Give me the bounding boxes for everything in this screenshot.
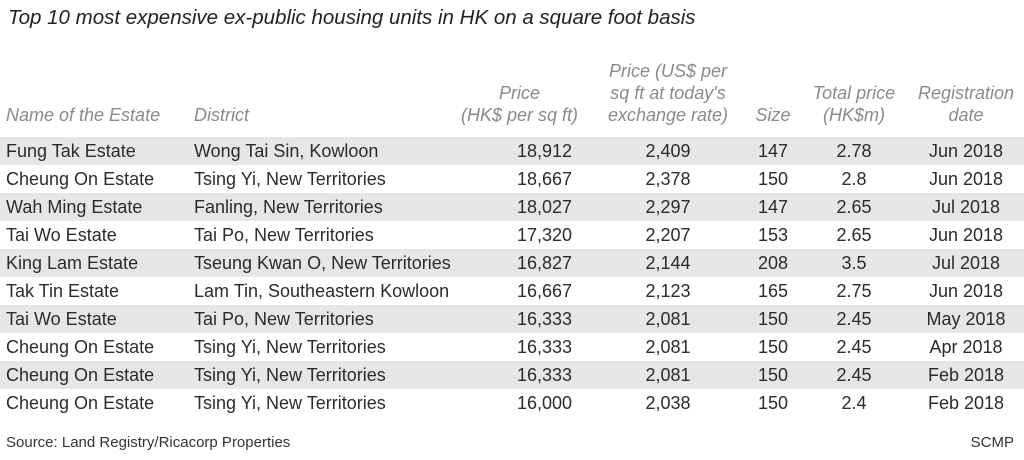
cell-total: 3.5	[841, 253, 867, 273]
cell-district: Tai Po, New Territories	[194, 309, 374, 329]
cell-price-hk: 17,320	[516, 225, 572, 245]
cell-price-us: 2,144	[645, 253, 691, 273]
cell-district: Tsing Yi, New Territories	[194, 169, 386, 189]
cell-price-us: 2,123	[645, 281, 691, 301]
cell-estate: Cheung On Estate	[6, 365, 155, 385]
cell-district: Fanling, New Territories	[194, 197, 383, 217]
cell-size: 147	[757, 141, 789, 161]
cell-total: 2.65	[836, 197, 872, 217]
header-price-hk: Price (HK$ per sq ft)	[460, 83, 578, 125]
cell-price-us: 2,038	[645, 393, 691, 413]
cell-size: 153	[757, 225, 789, 245]
cell-price-hk: 16,827	[516, 253, 572, 273]
cell-district: Tai Po, New Territories	[194, 225, 374, 245]
cell-district: Tsing Yi, New Territories	[194, 365, 386, 385]
cell-estate: Wah Ming Estate	[6, 197, 143, 217]
cell-total: 2.45	[836, 337, 872, 357]
table-row: Tai Wo Estate Tai Po, New Territories 16,3…	[0, 305, 1024, 333]
cell-district: Lam Tin, Southeastern Kowloon	[194, 281, 450, 301]
cell-price-us: 2,207	[645, 225, 691, 245]
cell-price-hk: 16,333	[516, 365, 572, 385]
credit: SCMP	[970, 434, 1014, 451]
header-total: Total price (HK$m)	[812, 83, 896, 125]
cell-total: 2.45	[836, 309, 872, 329]
cell-district: Wong Tai Sin, Kowloon	[194, 141, 379, 161]
cell-total: 2.65	[836, 225, 872, 245]
cell-price-hk: 16,333	[516, 337, 572, 357]
cell-size: 150	[757, 169, 789, 189]
table-title: Top 10 most expensive ex-public housing …	[8, 6, 696, 29]
cell-size: 150	[757, 365, 789, 385]
cell-total: 2.75	[836, 281, 872, 301]
cell-estate: Cheung On Estate	[6, 337, 155, 357]
cell-price-us: 2,081	[645, 309, 691, 329]
cell-estate: King Lam Estate	[6, 253, 139, 273]
cell-total: 2.8	[841, 169, 867, 189]
cell-district: Tsing Yi, New Territories	[194, 337, 386, 357]
cell-size: 208	[757, 253, 789, 273]
cell-date: Apr 2018	[929, 337, 1003, 357]
cell-date: Jun 2018	[928, 141, 1004, 161]
cell-price-hk: 16,333	[516, 309, 572, 329]
cell-district: Tsing Yi, New Territories	[194, 393, 386, 413]
cell-price-hk: 18,027	[516, 197, 572, 217]
table-row: King Lam Estate Tseung Kwan O, New Territ…	[0, 249, 1024, 277]
cell-size: 147	[757, 197, 789, 217]
header-district: District	[194, 105, 249, 125]
cell-estate: Cheung On Estate	[6, 169, 155, 189]
cell-estate: Fung Tak Estate	[6, 141, 136, 161]
cell-date: Jun 2018	[928, 169, 1004, 189]
table-body: Fung Tak Estate Wong Tai Sin, Kowloon 18,9…	[0, 137, 1024, 417]
cell-estate: Tai Wo Estate	[6, 225, 117, 245]
table-row: Wah Ming Estate Fanling, New Territories 1…	[0, 193, 1024, 221]
cell-price-hk: 16,667	[516, 281, 572, 301]
cell-date: Jun 2018	[928, 281, 1004, 301]
cell-size: 165	[757, 281, 789, 301]
cell-date: May 2018	[926, 309, 1006, 329]
cell-date: Feb 2018	[927, 365, 1005, 385]
table-row: Tai Wo Estate Tai Po, New Territories 17,3…	[0, 221, 1024, 249]
cell-price-hk: 18,912	[516, 141, 572, 161]
cell-price-hk: 18,667	[516, 169, 572, 189]
source-note: Source: Land Registry/Ricacorp Propertie…	[6, 434, 291, 451]
cell-price-hk: 16,000	[516, 393, 572, 413]
cell-total: 2.4	[841, 393, 867, 413]
header-date: Registration date	[917, 83, 1015, 125]
header-size: Size	[755, 105, 791, 125]
cell-price-us: 2,081	[645, 337, 691, 357]
cell-date: Jul 2018	[931, 197, 1001, 217]
cell-price-us: 2,081	[645, 365, 691, 385]
table-row: Cheung On Estate Tsing Yi, New Territorie…	[0, 165, 1024, 193]
cell-price-us: 2,409	[645, 141, 691, 161]
cell-price-us: 2,297	[645, 197, 691, 217]
cell-size: 150	[757, 393, 789, 413]
header-price-us: Price (US$ per sq ft at today's exchange…	[607, 61, 729, 125]
cell-date: Feb 2018	[927, 393, 1005, 413]
cell-total: 2.45	[836, 365, 872, 385]
cell-price-us: 2,378	[645, 169, 691, 189]
cell-size: 150	[757, 337, 789, 357]
cell-estate: Tak Tin Estate	[6, 281, 120, 301]
header-estate: Name of the Estate	[6, 105, 161, 125]
cell-date: Jul 2018	[931, 253, 1001, 273]
table-row: Fung Tak Estate Wong Tai Sin, Kowloon 18,9…	[0, 137, 1024, 165]
table-row: Tak Tin Estate Lam Tin, Southeastern Kowl…	[0, 277, 1024, 305]
cell-district: Tseung Kwan O, New Territories	[194, 253, 451, 273]
cell-date: Jun 2018	[928, 225, 1004, 245]
cell-estate: Cheung On Estate	[6, 393, 155, 413]
cell-size: 150	[757, 309, 789, 329]
cell-total: 2.78	[836, 141, 872, 161]
table-row: Cheung On Estate Tsing Yi, New Territorie…	[0, 333, 1024, 361]
table-row: Cheung On Estate Tsing Yi, New Territorie…	[0, 389, 1024, 417]
table-row: Cheung On Estate Tsing Yi, New Territorie…	[0, 361, 1024, 389]
cell-estate: Tai Wo Estate	[6, 309, 117, 329]
table-header: Name of the Estate District Price (HK$ p…	[0, 40, 1024, 132]
